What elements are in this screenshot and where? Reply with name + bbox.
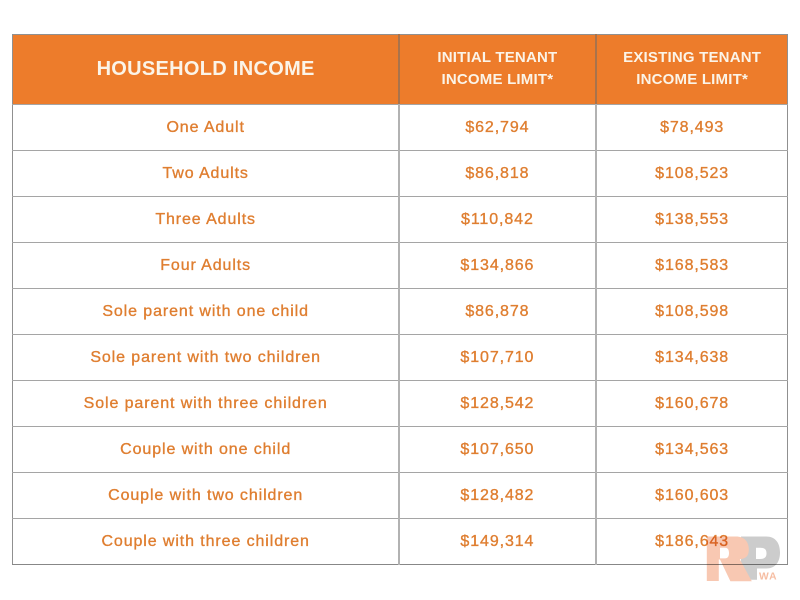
svg-text:WA: WA: [759, 572, 778, 583]
